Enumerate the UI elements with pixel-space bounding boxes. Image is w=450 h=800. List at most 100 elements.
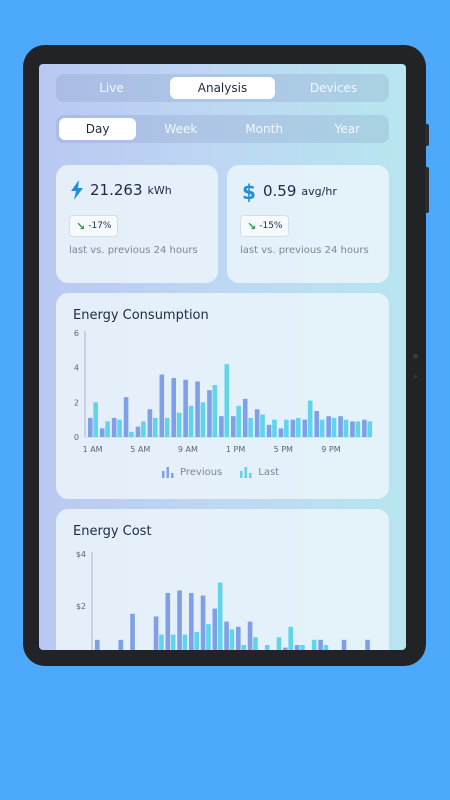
bar-previous-4	[130, 613, 135, 650]
bar-last-7	[170, 634, 176, 650]
bar-previous-18	[290, 419, 296, 437]
top-tab-bar: Live Analysis Devices	[56, 74, 389, 102]
bar-previous-7	[159, 374, 165, 437]
bar-last-19	[307, 400, 313, 437]
sensor-dot	[414, 375, 417, 378]
cost-change-badge: ↘ -15%	[240, 215, 290, 237]
bar-last-9	[194, 632, 199, 650]
bar-previous-13	[231, 416, 236, 437]
bar-last-14	[248, 417, 253, 437]
bar-last-11	[217, 582, 223, 650]
x-tick-label: 5 AM	[130, 445, 150, 454]
bar-last-1	[93, 402, 98, 437]
y-tick-label: $4	[76, 550, 86, 559]
bar-previous-23	[350, 421, 355, 437]
bar-previous-2	[99, 428, 105, 437]
bar-last-4	[129, 431, 134, 437]
tab-month[interactable]: Month	[245, 122, 283, 136]
x-tick-label: 1 PM	[226, 445, 245, 454]
tab-day[interactable]: Day	[59, 118, 137, 140]
bar-last-24	[367, 421, 373, 437]
bar-last-11	[212, 385, 218, 437]
bar-last-16	[276, 637, 282, 650]
bar-previous-11	[207, 390, 212, 437]
bar-last-18	[295, 417, 301, 437]
bar-last-10	[200, 402, 206, 437]
bar-last-15	[260, 414, 265, 437]
svg-text:$: $	[242, 180, 256, 202]
bar-previous-7	[165, 593, 171, 650]
tab-live[interactable]: Live	[99, 81, 124, 95]
bar-previous-6	[147, 409, 153, 437]
tab-week[interactable]: Week	[164, 122, 198, 136]
cost-value: 0.59	[263, 182, 297, 200]
energy-change-badge: ↘ -17%	[69, 215, 119, 237]
bar-last-12	[224, 364, 230, 437]
bar-last-20	[319, 419, 325, 437]
bar-last-6	[152, 417, 158, 437]
cost-stat-card: $ 0.59 avg/hr ↘ -15% last vs. previous 2…	[227, 165, 389, 283]
cost-caption: last vs. previous 24 hours	[240, 245, 369, 256]
tab-year[interactable]: Year	[334, 122, 361, 136]
bar-previous-20	[318, 639, 323, 650]
cost-change-value: -15%	[259, 221, 283, 231]
tab-analysis[interactable]: Analysis	[170, 77, 275, 99]
bar-previous-21	[326, 416, 331, 437]
bar-previous-14	[242, 398, 248, 437]
trend-down-icon: ↘	[76, 219, 86, 233]
bar-last-22	[343, 419, 349, 437]
y-tick-label: $2	[76, 602, 86, 611]
tab-devices[interactable]: Devices	[309, 81, 358, 95]
bar-previous-6	[153, 616, 159, 650]
bar-previous-10	[200, 595, 206, 650]
legend-last-icon	[240, 467, 252, 478]
bar-last-12	[229, 629, 235, 650]
bar-previous-17	[283, 647, 288, 650]
cost-unit: avg/hr	[301, 184, 337, 198]
bar-last-8	[176, 412, 182, 437]
x-tick-label: 5 PM	[274, 445, 293, 454]
energy-cost-card: Energy Cost $4 $2	[56, 509, 389, 650]
energy-consumption-card: Energy Consumption 0 2 4 6 1 AM 5 AM 9 AM 1 PM 5…	[56, 293, 389, 499]
bar-previous-20	[314, 411, 320, 437]
energy-stat-card: 21.263 kWh ↘ -17% last vs. previous 24 h…	[56, 165, 218, 283]
x-tick-label: 9 PM	[321, 445, 340, 454]
power-button	[425, 167, 429, 213]
bar-last-2	[105, 421, 110, 437]
y-tick-label: 0	[74, 433, 79, 442]
bar-last-5	[141, 421, 146, 437]
bar-last-7	[164, 417, 170, 437]
bar-previous-10	[195, 381, 200, 437]
energy-change-value: -17%	[88, 221, 112, 231]
bar-previous-4	[123, 397, 129, 437]
bar-previous-15	[254, 409, 260, 437]
x-tick-label: 9 AM	[178, 445, 198, 454]
bar-last-9	[188, 405, 194, 437]
bar-previous-18	[294, 645, 300, 650]
y-tick-label: 2	[74, 398, 79, 407]
y-tick-label: 4	[74, 364, 79, 373]
bar-last-21	[331, 417, 337, 437]
bar-previous-9	[183, 379, 188, 437]
bar-last-19	[311, 639, 317, 650]
bar-last-13	[236, 405, 241, 437]
energy-cost-chart: $4 $2	[76, 550, 370, 650]
bar-previous-16	[266, 424, 272, 437]
lightning-icon	[71, 180, 83, 200]
bar-previous-12	[224, 621, 229, 650]
bar-last-6	[159, 634, 164, 650]
trend-down-icon: ↘	[247, 219, 257, 233]
bar-previous-12	[219, 416, 224, 437]
bar-last-23	[355, 421, 361, 437]
bar-previous-11	[212, 608, 218, 650]
bar-last-3	[117, 419, 122, 437]
bar-last-20	[323, 645, 329, 650]
bar-previous-1	[95, 639, 100, 650]
bar-last-15	[264, 645, 270, 650]
bar-previous-1	[88, 417, 93, 437]
legend-previous-label: Previous	[180, 466, 223, 478]
bar-previous-22	[338, 416, 343, 437]
legend-previous-icon	[162, 467, 174, 478]
energy-chart-title: Energy Consumption	[73, 308, 209, 323]
bar-previous-22	[341, 639, 347, 650]
